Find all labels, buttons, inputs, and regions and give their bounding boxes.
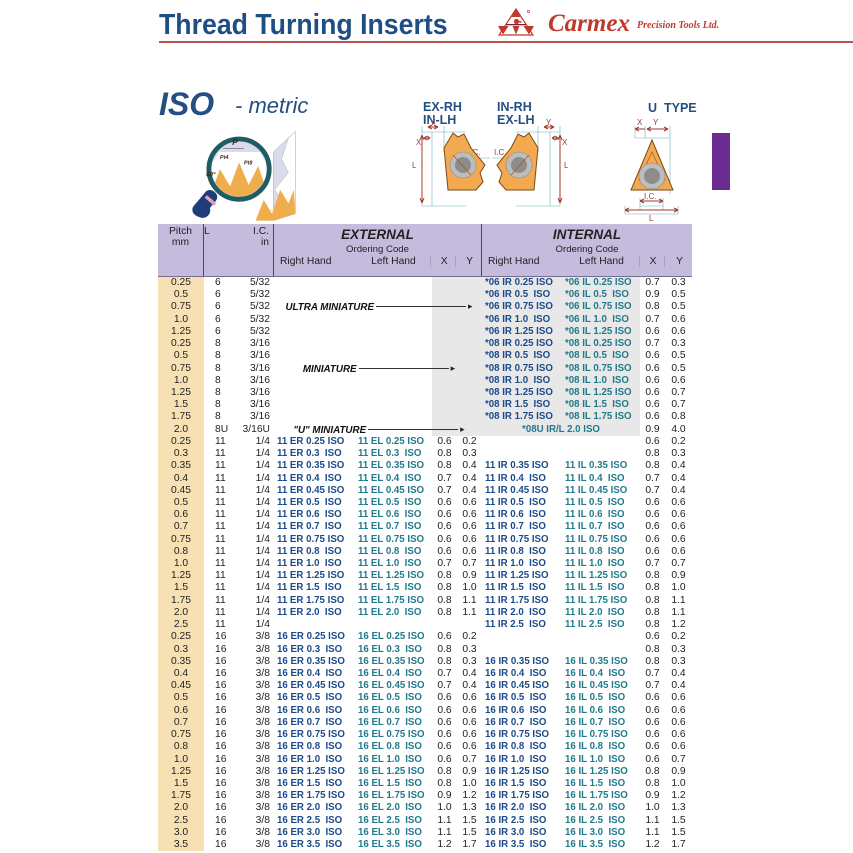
svg-text:60°: 60° <box>206 172 216 179</box>
svg-text:L: L <box>649 214 654 223</box>
svg-text:L: L <box>412 161 417 170</box>
svg-text:P: P <box>232 138 238 147</box>
svg-text:I.C.: I.C. <box>644 192 656 201</box>
svg-text:Y: Y <box>546 118 552 127</box>
svg-text:Pt8: Pt8 <box>244 160 253 166</box>
svg-text:Pt4: Pt4 <box>220 155 229 161</box>
svg-text:X: X <box>637 118 643 127</box>
svg-text:Y: Y <box>653 118 659 127</box>
svg-text:X: X <box>416 138 422 147</box>
svg-text:X: X <box>562 138 568 147</box>
svg-text:Y: Y <box>430 118 436 127</box>
svg-text:L: L <box>564 161 569 170</box>
